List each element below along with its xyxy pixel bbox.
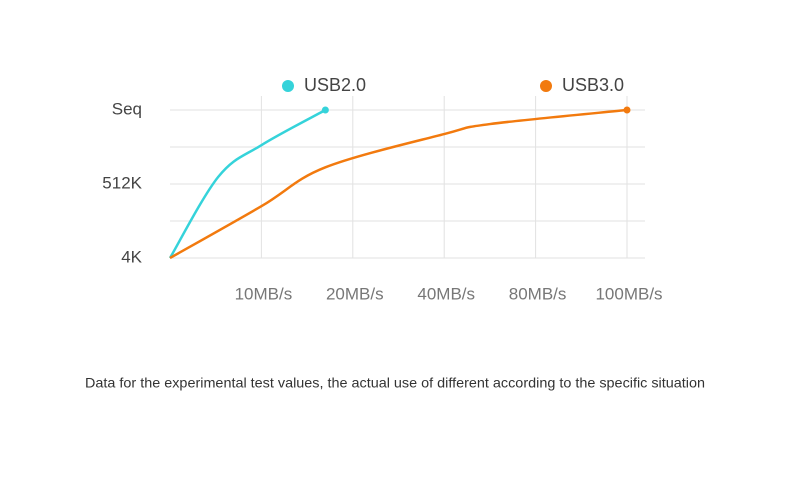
- legend-label: USB3.0: [562, 75, 624, 95]
- end-point: [623, 106, 631, 114]
- footnote: Data for the experimental test values, t…: [85, 375, 705, 391]
- legend-marker: [540, 80, 552, 92]
- x-tick-label: 20MB/s: [326, 284, 384, 303]
- y-tick-label: Seq: [112, 99, 142, 118]
- x-tick-label: 80MB/s: [509, 284, 567, 303]
- end-point: [321, 106, 329, 114]
- x-tick-label: 100MB/s: [595, 284, 662, 303]
- y-tick-label: 4K: [121, 247, 142, 266]
- y-tick-label: 512K: [102, 173, 142, 192]
- series-line: [169, 108, 628, 260]
- x-tick-label: 10MB/s: [235, 284, 293, 303]
- legend-marker: [282, 80, 294, 92]
- series-line: [168, 108, 326, 259]
- x-tick-label: 40MB/s: [417, 284, 475, 303]
- legend-label: USB2.0: [304, 75, 366, 95]
